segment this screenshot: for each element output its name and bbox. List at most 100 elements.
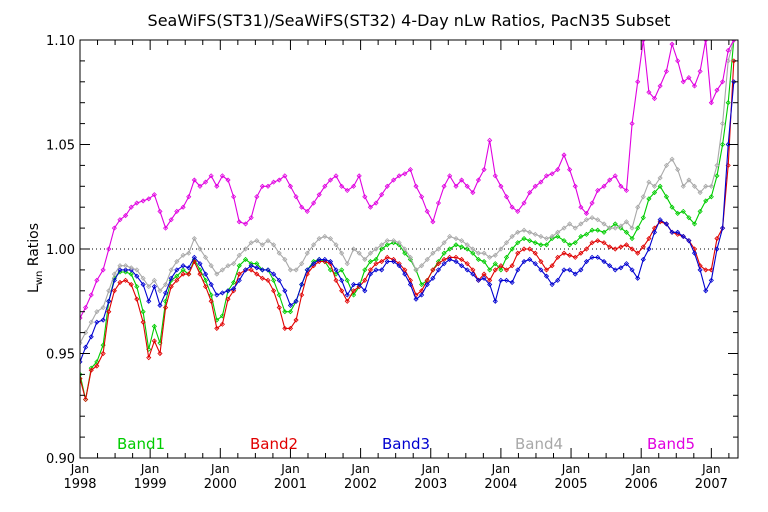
data-point: [203, 179, 209, 185]
data-point: [316, 192, 322, 198]
data-point: [680, 233, 686, 240]
data-point: [623, 219, 630, 225]
data-point: [94, 363, 100, 369]
data-point: [384, 183, 390, 189]
data-point: [538, 267, 544, 273]
data-point: [339, 288, 345, 294]
data-point: [276, 250, 282, 256]
data-point: [88, 367, 94, 373]
data-point: [106, 246, 112, 252]
x-tick-label-month: Jan: [210, 462, 230, 476]
data-point: [391, 238, 397, 244]
data-point: [100, 267, 106, 273]
data-point: [708, 267, 714, 273]
data-point: [601, 240, 607, 246]
data-point: [567, 221, 573, 227]
data-point: [128, 267, 134, 273]
data-point: [88, 292, 94, 298]
data-point: [299, 261, 305, 267]
legend-entry-band2: Band2: [250, 435, 298, 453]
data-point: [225, 296, 231, 302]
data-point: [629, 121, 635, 127]
data-point: [186, 265, 192, 271]
data-point: [151, 284, 157, 290]
data-point: [447, 246, 453, 252]
data-point: [503, 254, 510, 260]
data-point: [492, 298, 498, 304]
data-point: [629, 267, 635, 273]
data-point: [174, 258, 180, 265]
data-point: [567, 267, 573, 273]
data-point: [157, 350, 163, 357]
legend-entry-band5: Band5: [647, 435, 695, 453]
data-point: [424, 208, 430, 214]
data-point: [583, 210, 590, 217]
data-point: [180, 252, 186, 258]
data-point: [657, 83, 663, 89]
data-point: [413, 296, 419, 302]
data-point: [475, 277, 482, 283]
data-point: [282, 256, 288, 263]
data-point: [208, 263, 214, 269]
data-point: [714, 162, 720, 168]
data-point: [111, 288, 117, 294]
data-point: [344, 292, 350, 298]
data-point: [669, 204, 675, 210]
data-point: [487, 267, 493, 273]
series-line-band2: [80, 60, 735, 400]
data-point: [424, 281, 430, 288]
data-point: [635, 79, 641, 85]
data-point: [708, 194, 714, 200]
data-point: [157, 302, 163, 308]
data-point: [367, 250, 373, 256]
data-point: [623, 187, 630, 194]
data-point: [527, 238, 533, 244]
data-point: [447, 256, 453, 263]
data-point: [282, 173, 288, 179]
data-point: [430, 275, 436, 281]
data-point: [219, 290, 225, 296]
series-line-band3: [80, 81, 735, 363]
data-point: [618, 183, 624, 189]
data-point: [231, 279, 237, 286]
data-point: [703, 198, 709, 204]
data-point: [242, 267, 249, 273]
data-point: [362, 194, 368, 200]
data-point: [191, 235, 197, 242]
data-point: [459, 256, 465, 263]
data-point: [333, 277, 339, 283]
data-point: [344, 277, 350, 283]
data-point: [304, 208, 310, 214]
data-point: [640, 40, 646, 43]
data-point: [635, 225, 641, 231]
data-point: [214, 183, 220, 189]
data-point: [128, 265, 134, 271]
data-point: [527, 256, 533, 263]
data-point: [94, 277, 100, 283]
data-point: [703, 183, 709, 189]
data-point: [214, 325, 220, 331]
data-point: [589, 240, 595, 246]
x-tick-label-month: Jan: [350, 462, 370, 476]
data-point: [492, 173, 498, 179]
data-point: [572, 225, 578, 231]
data-point: [464, 183, 470, 189]
data-point: [208, 298, 214, 304]
data-point: [515, 240, 521, 246]
data-point: [583, 217, 590, 223]
data-point: [351, 183, 357, 189]
data-point: [714, 173, 720, 179]
data-point: [527, 246, 533, 252]
data-point: [623, 229, 630, 235]
x-tick-label-month: Jan: [631, 462, 651, 476]
data-point: [538, 233, 544, 240]
data-point: [612, 267, 618, 273]
data-point: [618, 223, 624, 229]
data-point: [720, 225, 726, 231]
data-point: [322, 233, 328, 240]
data-point: [339, 277, 345, 283]
data-point: [492, 261, 498, 267]
data-point: [527, 229, 533, 235]
data-point: [351, 246, 357, 252]
data-point: [128, 271, 134, 277]
